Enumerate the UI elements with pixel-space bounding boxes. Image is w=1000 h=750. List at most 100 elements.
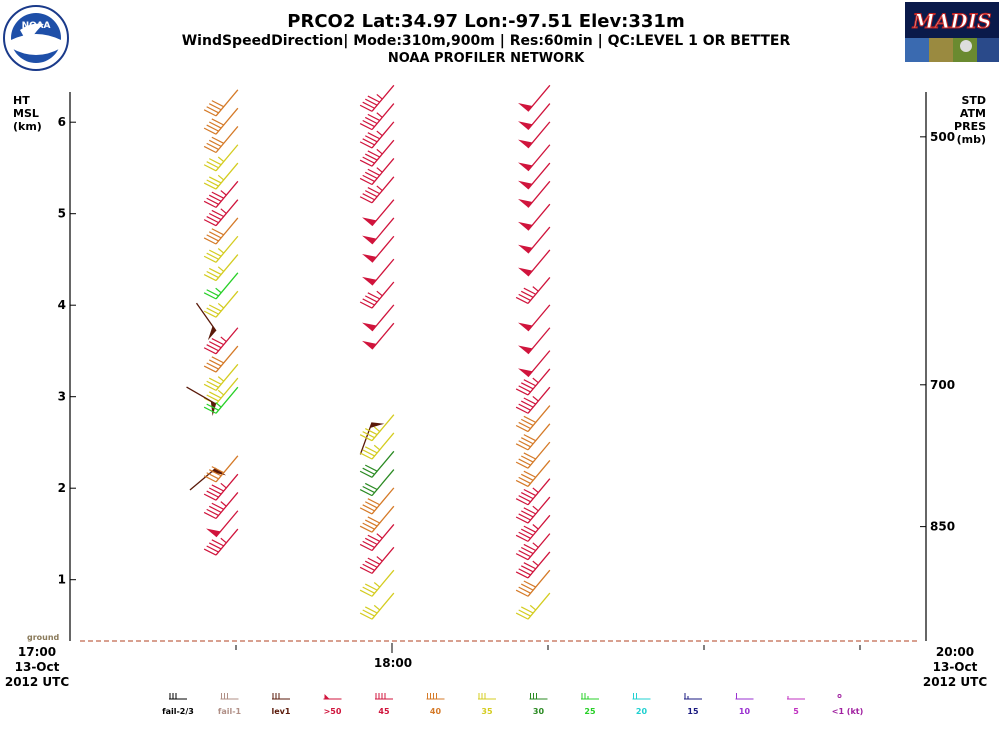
barb-feather xyxy=(208,158,222,166)
barb-feather xyxy=(362,193,375,201)
barb-staff xyxy=(215,345,239,373)
right-axis-label-line: STD xyxy=(961,94,986,107)
barb-feather xyxy=(523,507,536,515)
left-tick-label: 2 xyxy=(58,481,66,495)
barb-half-feather xyxy=(220,501,227,507)
barb-pennant xyxy=(362,217,377,226)
wind-barb xyxy=(203,107,239,135)
barb-feather xyxy=(211,136,224,144)
barb-feather xyxy=(367,168,380,176)
barb-feather xyxy=(362,101,375,109)
barb-feather xyxy=(518,440,531,448)
barb-feather xyxy=(362,449,375,457)
barb-half-feather xyxy=(532,542,539,548)
barb-half-feather xyxy=(532,505,539,512)
barb-feather xyxy=(367,187,380,195)
barb-staff xyxy=(186,386,217,405)
barb-feather xyxy=(362,609,375,617)
barb-feather xyxy=(364,606,378,614)
right-axis-label: STD ATM PRES (mb) xyxy=(954,94,986,146)
barb-feather xyxy=(211,466,224,474)
barb-feather xyxy=(523,415,536,423)
barb-feather xyxy=(515,424,529,433)
legend-label: 35 xyxy=(481,707,493,716)
wind-barb xyxy=(359,450,395,478)
barb-feather xyxy=(211,209,224,218)
left-axis-label-line: HT xyxy=(13,94,30,107)
barb-staff xyxy=(215,126,239,153)
barb-pennant xyxy=(210,401,216,417)
wind-barb xyxy=(359,176,395,204)
barb-feather xyxy=(362,119,375,128)
barb-feather xyxy=(203,237,217,245)
barb-pennant xyxy=(518,162,533,171)
legend-item: fail-2/3 xyxy=(162,693,194,716)
barb-feather xyxy=(206,161,219,169)
network-label: NOAA PROFILER NETWORK xyxy=(388,51,585,66)
legend-label: lev1 xyxy=(272,707,291,716)
barb-feather xyxy=(208,341,222,349)
noaa-logo-text: NOAA xyxy=(22,21,51,31)
barb-half-feather xyxy=(532,560,539,567)
wind-barb xyxy=(203,327,239,355)
barb-feather xyxy=(362,522,375,530)
barb-pennant xyxy=(518,180,533,190)
barb-half-feather xyxy=(376,290,383,297)
barb-feather xyxy=(523,525,536,533)
barb-feather xyxy=(515,553,529,561)
barb-half-feather xyxy=(373,444,381,451)
right-axis-ticks: 500 700 850 xyxy=(920,130,955,534)
legend-symbol-pennant xyxy=(324,694,330,699)
barb-staff xyxy=(527,368,551,396)
wind-barb xyxy=(203,455,239,483)
wind-barb xyxy=(359,592,395,620)
barb-feather xyxy=(362,431,375,439)
wind-barb xyxy=(359,505,395,533)
legend-label: 40 xyxy=(430,707,442,716)
barb-feather xyxy=(208,359,222,367)
barb-staff xyxy=(371,158,395,185)
barb-feather xyxy=(211,228,224,236)
wind-barb xyxy=(515,533,551,561)
barb-feather xyxy=(359,452,373,460)
barb-staff xyxy=(215,180,239,208)
barb-feather xyxy=(203,219,217,227)
barb-feather xyxy=(206,508,219,516)
legend-label: 15 xyxy=(687,707,699,716)
barb-staff xyxy=(215,199,239,227)
barb-half-feather xyxy=(217,389,225,396)
barb-feather xyxy=(364,464,378,472)
barb-feather xyxy=(359,177,373,186)
time-start-line: 17:00 xyxy=(18,645,56,659)
barb-feather xyxy=(203,255,217,263)
barb-feather xyxy=(208,377,222,385)
madis-logo-text: MADIS xyxy=(912,9,992,33)
barb-feather xyxy=(362,540,375,548)
barb-feather xyxy=(520,400,534,408)
barb-staff xyxy=(371,450,395,478)
barb-staff xyxy=(371,258,395,286)
barb-feather xyxy=(364,153,378,161)
barb-feather xyxy=(520,510,534,518)
legend-label: >50 xyxy=(324,707,342,716)
barb-feather xyxy=(515,461,529,469)
wind-barb xyxy=(203,89,239,117)
barb-feather xyxy=(208,103,222,111)
barb-staff xyxy=(527,277,551,304)
barb-feather xyxy=(520,290,534,298)
barb-pennant xyxy=(369,422,385,429)
barb-feather xyxy=(367,516,380,524)
barb-feather xyxy=(520,437,534,445)
barb-half-feather xyxy=(220,482,227,489)
wind-barb xyxy=(203,528,239,556)
wind-barb xyxy=(518,144,551,172)
barb-feather xyxy=(206,362,219,370)
barb-half-feather xyxy=(373,604,381,611)
barb-feather xyxy=(359,301,373,309)
right-tick-label: 850 xyxy=(930,520,955,534)
barb-feather xyxy=(208,231,222,239)
wind-barb xyxy=(518,121,551,149)
legend-symbol xyxy=(837,694,842,698)
legend-label: fail-2/3 xyxy=(162,707,194,716)
barb-feather xyxy=(362,504,375,512)
